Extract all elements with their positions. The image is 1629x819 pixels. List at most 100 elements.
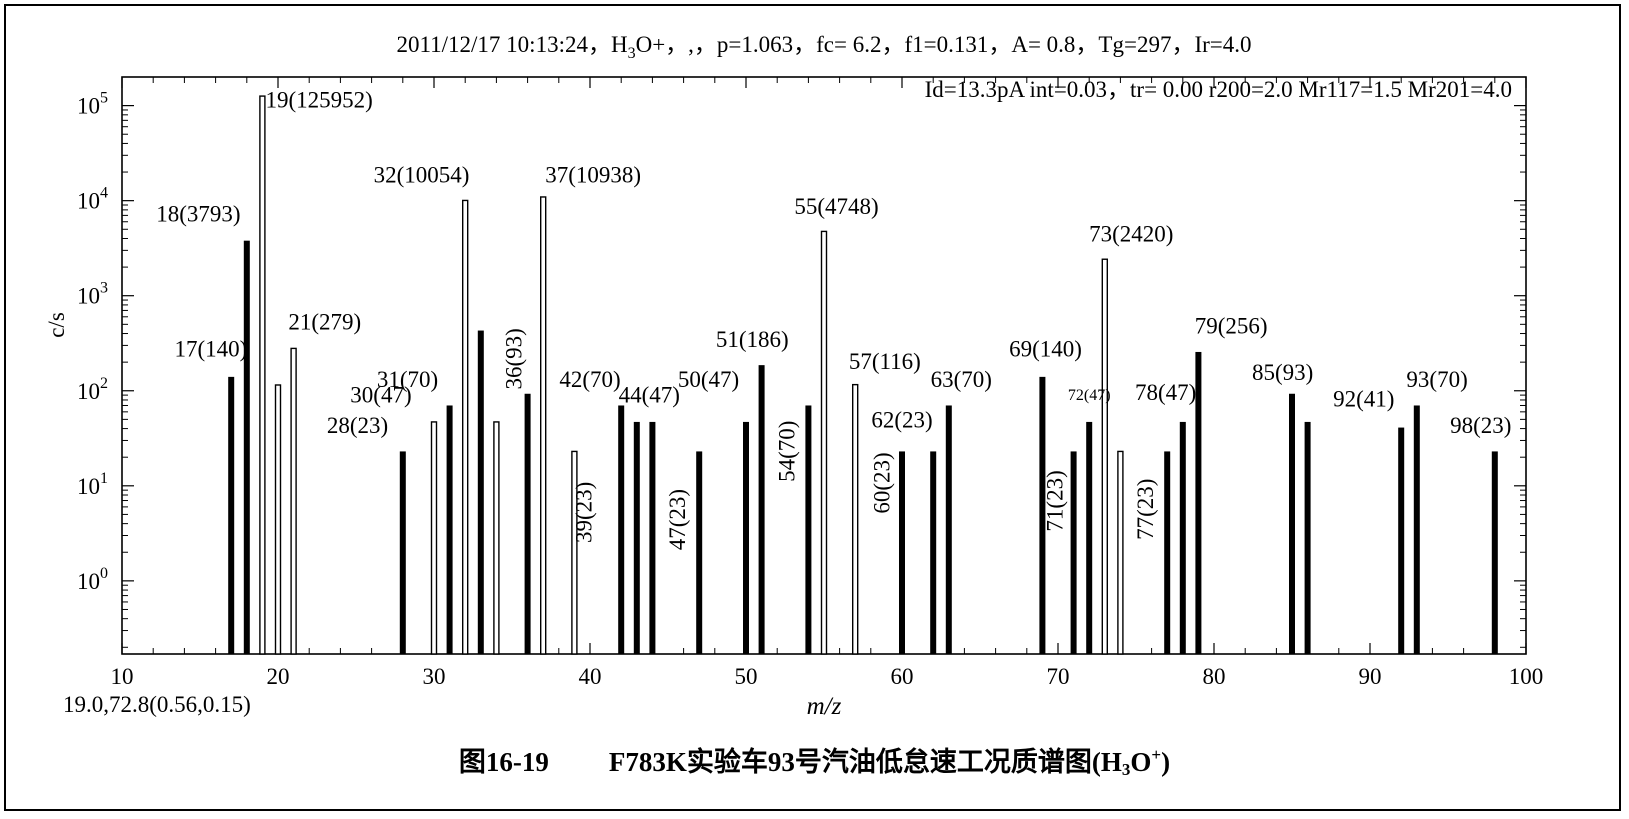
peak-label-72: 72(47) bbox=[1068, 387, 1111, 404]
peak-bar-39 bbox=[571, 450, 578, 655]
peak-label-71: 71(23) bbox=[1043, 470, 1068, 531]
peak-bar-78 bbox=[1179, 421, 1186, 654]
figure-title: F783K实验车93号汽油低怠速工况质谱图(H3O+) bbox=[608, 745, 1171, 779]
peak-label-21: 21(279) bbox=[288, 310, 361, 335]
y-tick-label: 103 bbox=[77, 280, 108, 309]
peak-bar-33 bbox=[477, 330, 484, 654]
y-tick-label: 105 bbox=[77, 90, 108, 119]
peak-bar-18 bbox=[243, 240, 250, 654]
x-tick-label: 60 bbox=[891, 664, 914, 689]
peak-label-73: 73(2420) bbox=[1089, 222, 1173, 247]
peak-label-19: 19(125952) bbox=[266, 88, 373, 113]
x-tick-label: 80 bbox=[1203, 664, 1226, 689]
peak-bar-44 bbox=[649, 421, 656, 654]
peak-label-50: 50(47) bbox=[678, 367, 739, 392]
chart-header-line-2: Id=13.3pA int=0.03，tr= 0.00 r200=2.0 Mr1… bbox=[925, 77, 1512, 102]
footnote-label: 19.0,72.8(0.56,0.15) bbox=[63, 692, 251, 717]
peak-bar-85 bbox=[1289, 393, 1295, 654]
peak-bar-72 bbox=[1086, 421, 1093, 654]
peak-label-98: 98(23) bbox=[1450, 413, 1511, 438]
peak-label-55: 55(4748) bbox=[794, 194, 878, 219]
x-tick-label: 90 bbox=[1359, 664, 1382, 689]
peak-bar-86 bbox=[1304, 421, 1311, 654]
x-tick-label: 10 bbox=[111, 664, 134, 689]
peak-label-62: 62(23) bbox=[871, 408, 932, 433]
peak-bar-63 bbox=[945, 405, 952, 654]
peak-bar-57 bbox=[852, 383, 859, 655]
peak-label-18: 18(3793) bbox=[156, 202, 240, 227]
peak-label-63: 63(70) bbox=[931, 367, 992, 392]
peak-label-17: 17(140) bbox=[175, 336, 248, 361]
peak-bar-71 bbox=[1070, 451, 1077, 654]
peak-bar-37 bbox=[540, 196, 547, 655]
peak-label-30: 30(47) bbox=[350, 383, 411, 408]
y-tick-label: 102 bbox=[77, 375, 108, 404]
peak-bar-31 bbox=[446, 405, 453, 654]
peak-bars bbox=[228, 95, 1498, 655]
x-tick-label: 50 bbox=[735, 664, 758, 689]
peak-label-54: 54(70) bbox=[774, 421, 799, 482]
peak-label-36: 36(93) bbox=[501, 328, 526, 389]
peak-label-47: 47(23) bbox=[665, 489, 690, 550]
peak-bar-36 bbox=[524, 393, 531, 654]
peak-bar-17 bbox=[228, 376, 235, 654]
peak-label-92: 92(41) bbox=[1333, 387, 1394, 412]
peak-labels: 17(140) 18(3793) 19(125952) 21(279) 28(23) 30… bbox=[156, 88, 1511, 550]
axis-ticks: 10 20 30 40 50 60 70 80 90 100 100 101 102 103 104 105 bbox=[77, 76, 1544, 689]
peak-label-85: 85(93) bbox=[1252, 360, 1313, 385]
chart-header-line-1: 2011/12/17 10:13:24，H3O+，,，p=1.063，fc= 6… bbox=[397, 32, 1252, 62]
peak-bar-93 bbox=[1413, 405, 1420, 654]
peak-label-32: 32(10054) bbox=[374, 163, 470, 188]
peak-label-37: 37(10938) bbox=[545, 163, 641, 188]
peak-label-69: 69(140) bbox=[1009, 336, 1082, 361]
x-tick-label: 100 bbox=[1509, 664, 1544, 689]
peak-bar-43 bbox=[633, 421, 640, 654]
peak-label-39: 39(23) bbox=[572, 482, 597, 543]
x-axis-label: m/z bbox=[807, 693, 842, 720]
y-tick-label: 100 bbox=[77, 565, 108, 594]
peak-label-57: 57(116) bbox=[849, 349, 921, 374]
peak-label-93: 93(70) bbox=[1406, 367, 1467, 392]
peak-bar-92 bbox=[1398, 427, 1405, 654]
x-tick-label: 70 bbox=[1047, 664, 1070, 689]
figure-frame bbox=[4, 4, 1621, 811]
y-tick-label: 104 bbox=[77, 185, 108, 214]
peak-bar-42 bbox=[618, 405, 625, 654]
peak-label-77: 77(23) bbox=[1133, 479, 1158, 540]
peak-label-79: 79(256) bbox=[1195, 314, 1268, 339]
peak-bar-54 bbox=[805, 405, 812, 654]
figure-number: 图16-19 bbox=[458, 747, 549, 777]
peak-bar-77 bbox=[1164, 451, 1171, 654]
peak-bar-73 bbox=[1101, 258, 1109, 655]
peak-label-60: 60(23) bbox=[870, 452, 895, 513]
peak-label-42: 42(70) bbox=[559, 367, 620, 392]
peak-bar-34 bbox=[493, 421, 500, 655]
peak-bar-79 bbox=[1195, 351, 1202, 654]
peak-bar-69 bbox=[1039, 376, 1046, 654]
peak-bar-55 bbox=[820, 230, 828, 655]
peak-label-44: 44(47) bbox=[619, 383, 680, 408]
peak-bar-30 bbox=[430, 421, 438, 655]
peak-bar-19 bbox=[259, 95, 266, 655]
x-tick-label: 30 bbox=[423, 664, 446, 689]
peak-label-28: 28(23) bbox=[327, 413, 388, 438]
peak-bar-98 bbox=[1491, 451, 1498, 654]
x-tick-label: 40 bbox=[579, 664, 602, 689]
peak-bar-51 bbox=[758, 365, 765, 654]
peak-label-31: 31(70) bbox=[377, 367, 438, 392]
peak-bar-21 bbox=[290, 347, 297, 655]
peak-bar-32 bbox=[462, 199, 469, 655]
peak-bar-28 bbox=[399, 451, 406, 654]
peak-bar-50 bbox=[743, 421, 749, 654]
peak-bar-20 bbox=[274, 384, 282, 655]
figure-caption: 图16-19 F783K实验车93号汽油低怠速工况质谱图(H3O+) bbox=[0, 740, 1629, 780]
x-tick-label: 20 bbox=[267, 664, 290, 689]
peak-label-78: 78(47) bbox=[1135, 380, 1196, 405]
peak-label-51: 51(186) bbox=[716, 327, 789, 352]
peak-bar-74 bbox=[1117, 450, 1124, 655]
peak-bar-60 bbox=[899, 451, 905, 654]
y-tick-label: 101 bbox=[77, 470, 108, 499]
peak-bar-62 bbox=[930, 451, 937, 654]
y-axis-label: c/s bbox=[44, 312, 69, 338]
